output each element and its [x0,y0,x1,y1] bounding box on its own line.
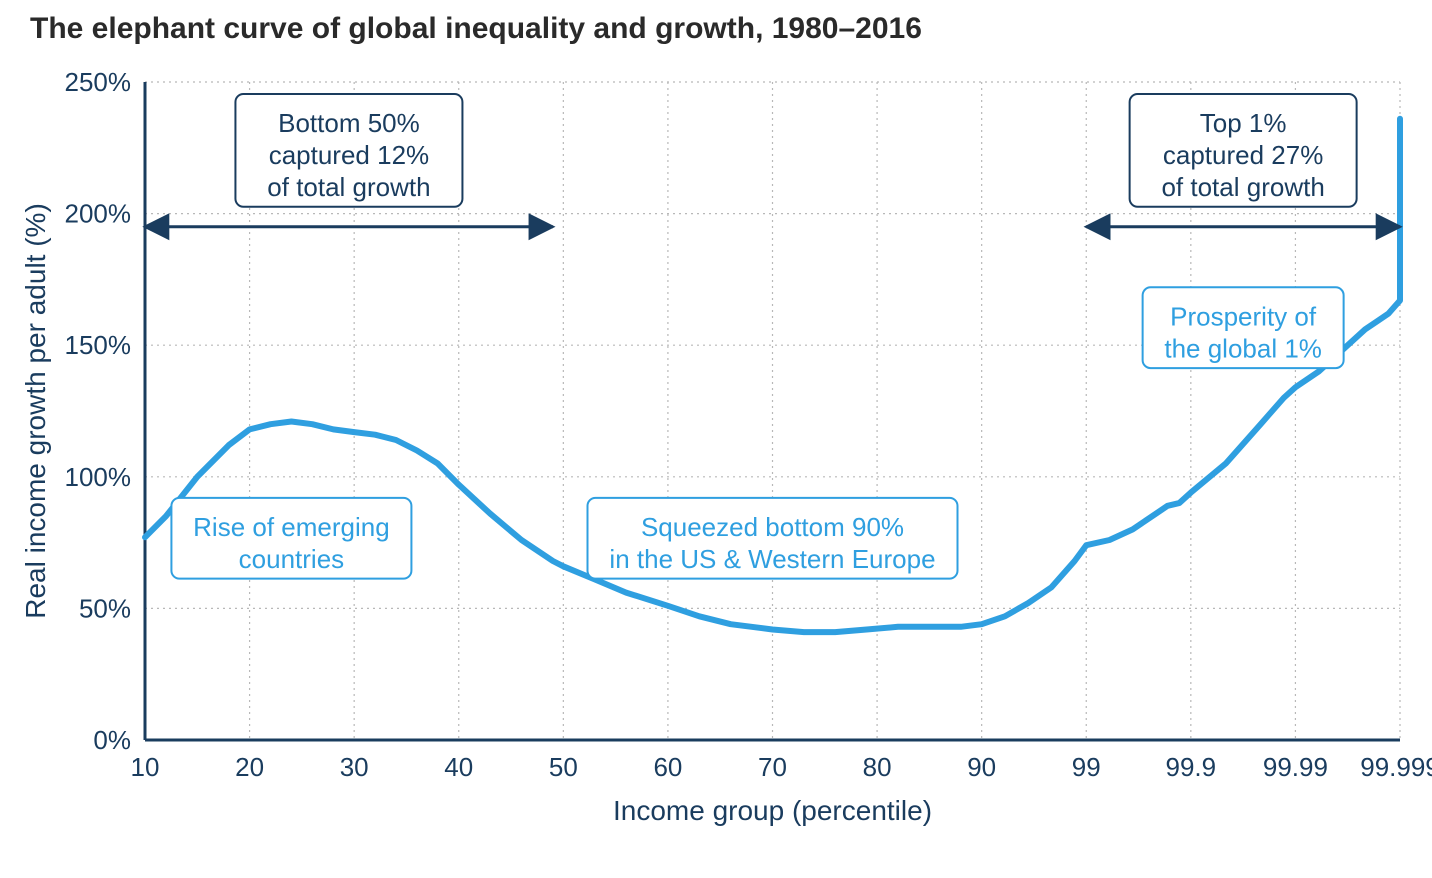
svg-text:the global 1%: the global 1% [1164,334,1322,364]
svg-text:Squeezed bottom 90%: Squeezed bottom 90% [641,512,904,542]
svg-text:150%: 150% [65,330,132,360]
svg-text:70: 70 [758,752,787,782]
svg-text:50%: 50% [79,593,131,623]
annot-bottom50: Bottom 50%captured 12%of total growth [235,94,462,207]
svg-text:250%: 250% [65,67,132,97]
svg-text:99.9: 99.9 [1166,752,1217,782]
svg-text:Bottom 50%: Bottom 50% [278,108,420,138]
svg-text:of total growth: of total growth [267,172,430,202]
svg-text:100%: 100% [65,462,132,492]
svg-text:Prosperity of: Prosperity of [1170,302,1317,332]
svg-text:Rise of emerging: Rise of emerging [193,512,390,542]
annot-emerging: Rise of emergingcountries [171,498,411,579]
svg-text:0%: 0% [93,725,131,755]
svg-text:20: 20 [235,752,264,782]
svg-text:10: 10 [131,752,160,782]
x-axis-label: Income group (percentile) [613,795,932,826]
svg-text:200%: 200% [65,199,132,229]
svg-text:of total growth: of total growth [1161,172,1324,202]
svg-text:Top 1%: Top 1% [1200,108,1287,138]
annot-prosperity: Prosperity ofthe global 1% [1143,287,1344,368]
y-axis-label: Real income growth per adult (%) [20,203,51,619]
svg-text:captured 27%: captured 27% [1163,140,1323,170]
annot-squeezed: Squeezed bottom 90%in the US & Western E… [588,498,958,579]
chart-container: The elephant curve of global inequality … [0,0,1432,878]
svg-text:90: 90 [967,752,996,782]
svg-text:99.99: 99.99 [1263,752,1328,782]
chart-svg: 0% 50% 100% 150% 200% 250% 10 20 30 40 50 60 70 80 90 9… [0,0,1432,878]
svg-text:80: 80 [863,752,892,782]
annot-top1: Top 1%captured 27%of total growth [1130,94,1357,207]
svg-text:30: 30 [340,752,369,782]
svg-text:50: 50 [549,752,578,782]
svg-text:40: 40 [444,752,473,782]
svg-text:captured 12%: captured 12% [269,140,429,170]
svg-text:in the US & Western Europe: in the US & Western Europe [609,544,935,574]
svg-text:countries: countries [239,544,345,574]
svg-text:99.999: 99.999 [1360,752,1432,782]
svg-text:99: 99 [1072,752,1101,782]
svg-text:60: 60 [653,752,682,782]
chart-title: The elephant curve of global inequality … [30,12,922,46]
